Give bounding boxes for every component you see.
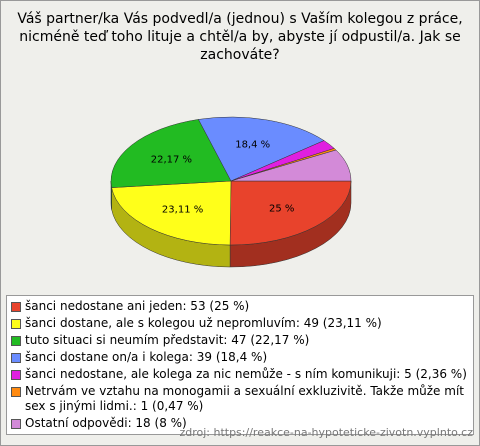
legend-item: Ostatní odpovědi: 18 (8 %) (7, 415, 473, 432)
slice-label: 25 % (269, 203, 294, 214)
legend-item: šanci dostane on/a i kolega: 39 (18,4 %) (7, 349, 473, 366)
legend-label: šanci dostane on/a i kolega: 39 (18,4 %) (25, 350, 268, 364)
legend-swatch (11, 336, 21, 346)
slice (111, 180, 232, 268)
legend-swatch (11, 387, 21, 397)
legend-label: šanci nedostane ani jeden: 53 (25 %) (25, 299, 250, 313)
legend-swatch (11, 319, 21, 329)
legend-item: tuto situaci si neumím představit: 47 (2… (7, 332, 473, 349)
legend: šanci nedostane ani jeden: 53 (25 %) šanc… (6, 295, 474, 435)
slice (230, 149, 352, 182)
legend-swatch (11, 370, 21, 380)
slice (198, 116, 325, 182)
legend-swatch (11, 302, 21, 312)
legend-item: Netrvám ve vztahu na monogamii a sexuáln… (7, 383, 473, 415)
legend-label: šanci dostane, ale s kolegou už nepromlu… (25, 316, 382, 330)
legend-item: šanci nedostane, ale kolega za nic nemůž… (7, 366, 473, 383)
legend-item: šanci nedostane ani jeden: 53 (25 %) (7, 298, 473, 315)
legend-swatch (11, 419, 21, 429)
legend-label: Netrvám ve vztahu na monogamii a sexuáln… (25, 384, 464, 413)
chart-title: Váš partner/ka Vás podvedl/a (jednou) s … (17, 11, 462, 27)
slice (229, 180, 352, 268)
legend-swatch (11, 353, 21, 363)
source: zdroj: https://reakce-na-hypoteticke-ziv… (179, 426, 473, 439)
legend-item: šanci dostane, ale s kolegou už nepromlu… (7, 315, 473, 332)
legend-label: tuto situaci si neumím představit: 47 (2… (25, 333, 310, 347)
chart-title: zachováte? (200, 47, 279, 63)
slice-label: 23,11 % (162, 204, 203, 215)
chart-title: nicméně teď toho lituje a chtěl/a by, ab… (19, 29, 461, 45)
legend-label: šanci nedostane, ale kolega za nic nemůž… (25, 367, 467, 381)
slice-label: 22,17 % (151, 154, 192, 165)
legend-label: Ostatní odpovědi: 18 (8 %) (25, 416, 187, 430)
slice-top (111, 180, 232, 246)
slice (110, 119, 232, 210)
slice-top (230, 149, 352, 182)
slice-top (110, 119, 232, 188)
slice-label: 18,4 % (235, 139, 270, 150)
slice-top (229, 180, 352, 246)
slice-top (198, 116, 325, 182)
